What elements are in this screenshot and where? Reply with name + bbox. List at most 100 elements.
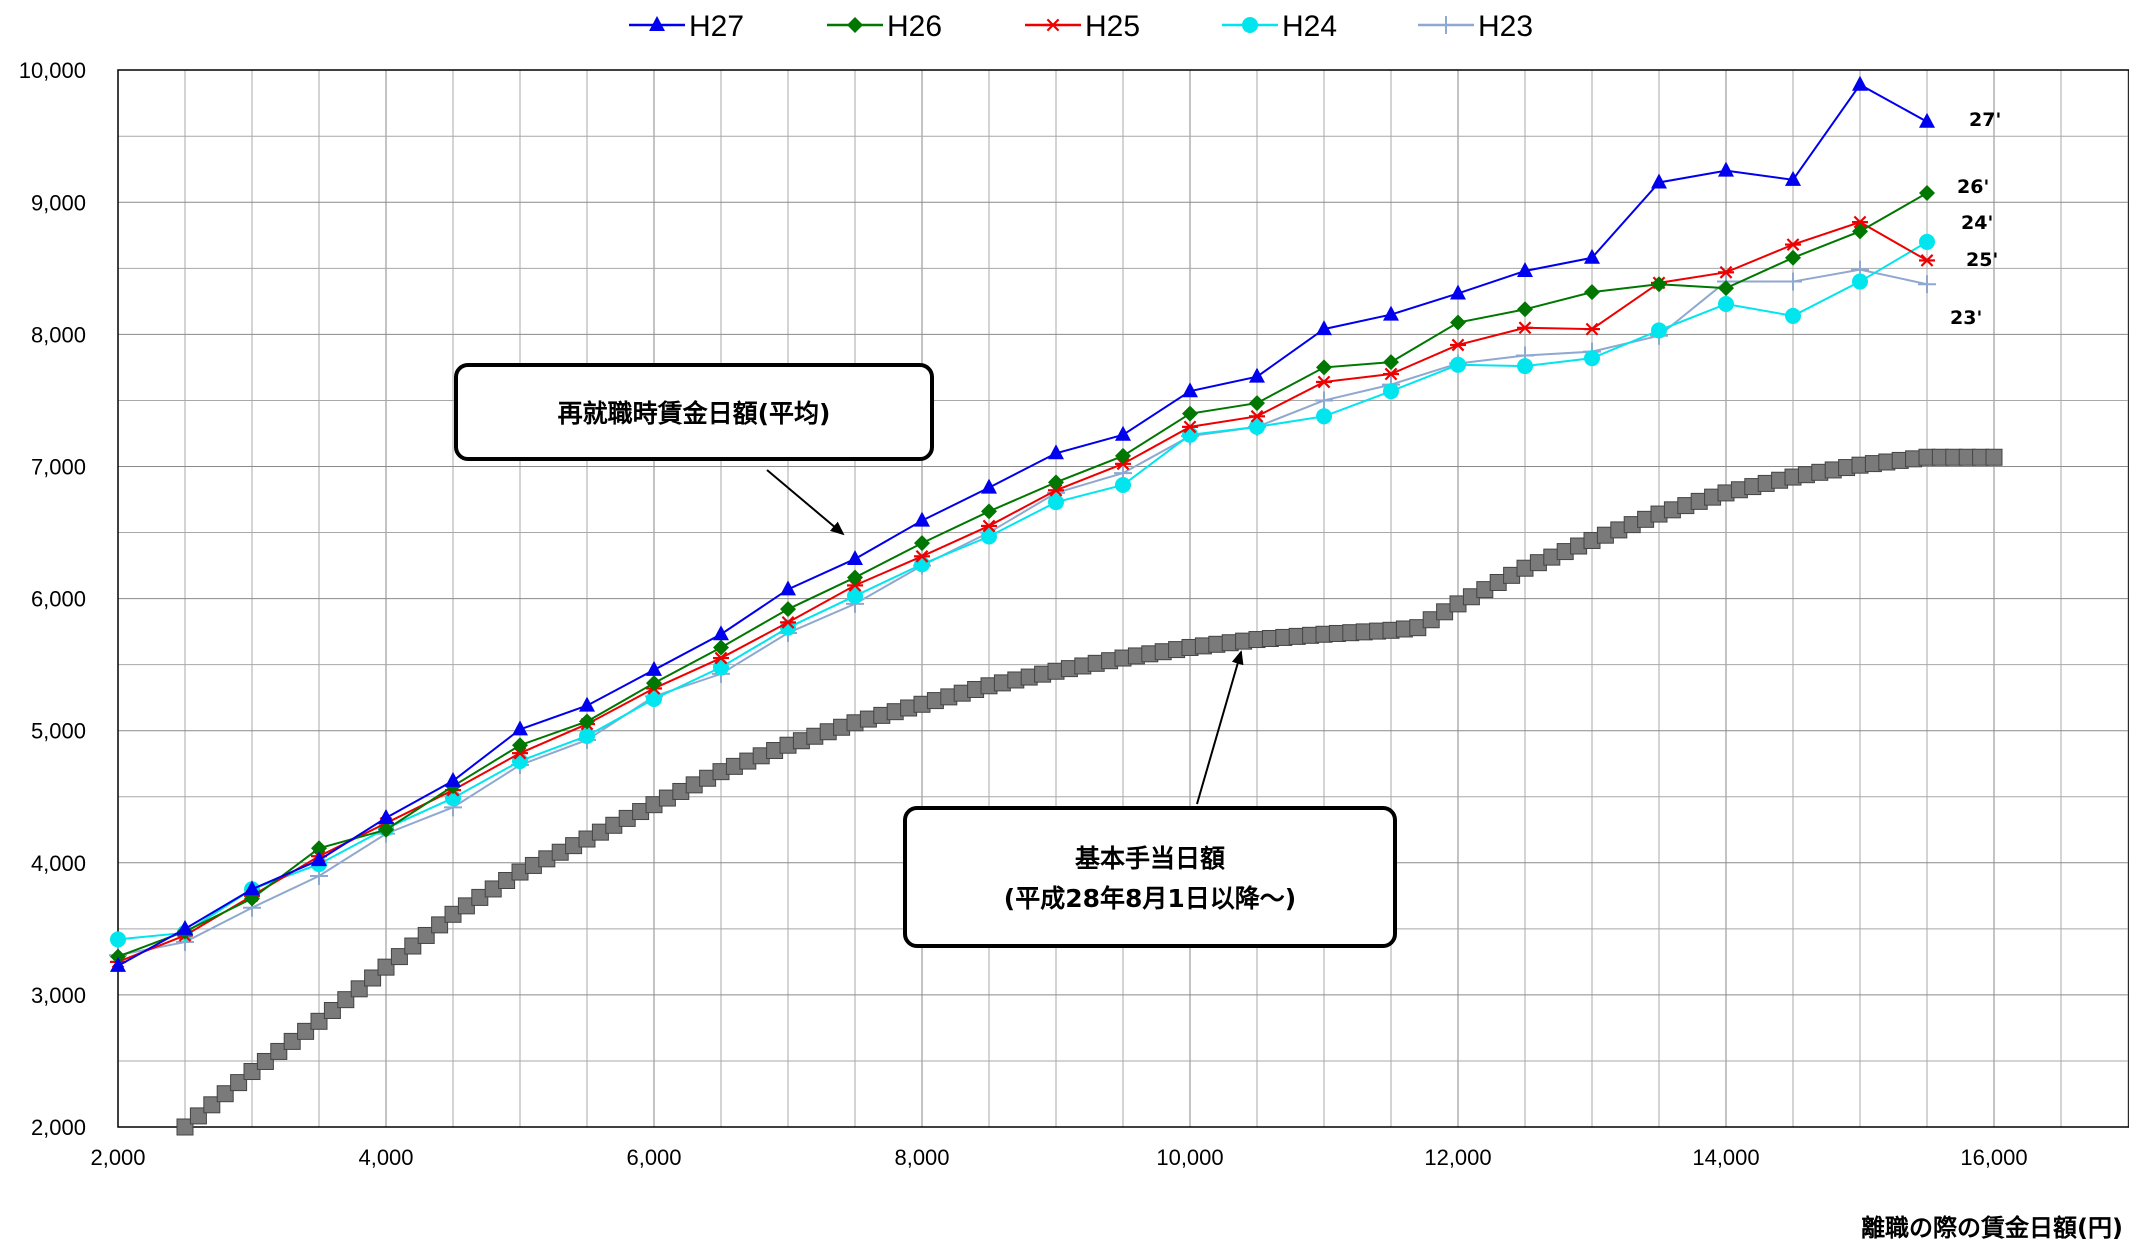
callout-arrows (766, 469, 1244, 805)
wage-callout-arrow (766, 469, 845, 536)
basic-callout-line2: (平成28年8月1日以降～) (1003, 884, 1297, 913)
basic-allowance-point (390, 948, 408, 966)
series-point-h27 (847, 549, 863, 565)
basic-allowance-point (256, 1052, 274, 1070)
basic-callout-line1: 基本手当日額 (1074, 844, 1225, 873)
legend-label-h24: H24 (1282, 10, 1337, 43)
series-point-h27 (378, 808, 394, 824)
y-tick-label: 9,000 (31, 190, 86, 215)
series-point-h27 (1785, 170, 1801, 186)
wage-callout-text: 再就職時賃金日額(平均) (557, 399, 831, 428)
legend-label-h23: H23 (1478, 10, 1533, 43)
series-point-h24 (110, 931, 126, 948)
series-point-h25 (1249, 409, 1265, 423)
series-point-h25 (1383, 367, 1399, 381)
wage-callout: 再就職時賃金日額(平均) (454, 363, 934, 461)
y-tick-label: 7,000 (31, 455, 86, 480)
series-point-h24 (1383, 383, 1399, 400)
series-point-h25 (1450, 338, 1466, 352)
grid-lines (118, 70, 2129, 1127)
y-tick-label: 6,000 (31, 587, 86, 612)
basic-allowance-point (364, 969, 382, 987)
y-tick-label: 8,000 (31, 322, 86, 347)
series-point-h27 (579, 696, 595, 712)
basic-allowance-point (216, 1085, 234, 1103)
series-point-h26 (1584, 284, 1600, 301)
series-point-h27 (1584, 248, 1600, 264)
series-point-h27 (244, 880, 260, 896)
series-point-h26 (1651, 276, 1667, 293)
legend-marker-h24 (1242, 17, 1258, 33)
basic-allowance-point (176, 1118, 194, 1136)
series-point-h24 (646, 690, 662, 707)
series-line-h27 (117, 83, 1928, 967)
basic-allowance-point (310, 1012, 328, 1030)
series-point-h25 (713, 651, 729, 665)
basic-allowance-point (189, 1107, 207, 1125)
series-point-h26 (981, 503, 997, 520)
series-point-h27 (914, 511, 930, 527)
series-point-h26 (110, 948, 126, 965)
basic-allowance-point (431, 916, 449, 934)
y-tick-label: 10,000 (19, 58, 86, 83)
series-point-h24 (579, 727, 595, 744)
basic-allowance-point (283, 1032, 301, 1050)
series-point-h23 (1918, 275, 1936, 294)
basic-callout-arrow (1196, 650, 1244, 805)
basic-allowance-point (243, 1063, 261, 1081)
series-point-h26 (311, 840, 327, 857)
series-point-h25 (914, 549, 930, 563)
basic-allowance-point (297, 1022, 315, 1040)
series-point-h26 (847, 569, 863, 586)
series-point-h26 (1517, 301, 1533, 318)
legend-label-h25: H25 (1085, 10, 1140, 43)
series-point-h26 (1852, 223, 1868, 240)
series-point-h27 (1852, 75, 1868, 91)
series-point-h27 (1316, 320, 1332, 336)
series-point-h24 (1048, 494, 1064, 511)
series-point-h26 (713, 639, 729, 656)
series-point-h26 (1718, 280, 1734, 297)
y-tick-label: 2,000 (31, 1115, 86, 1140)
series-point-h26 (1785, 249, 1801, 266)
series-point-h27 (1048, 444, 1064, 460)
series-point-h27 (1383, 305, 1399, 321)
series-point-h26 (579, 713, 595, 730)
series-point-h24 (1584, 350, 1600, 367)
series-point-h26 (1316, 359, 1332, 376)
series-point-h24 (1115, 476, 1131, 493)
series-point-h25 (1584, 322, 1600, 336)
basic-allowance-point (270, 1042, 288, 1060)
series-point-h25 (1517, 321, 1533, 335)
series-point-h24 (1785, 307, 1801, 324)
series-point-h26 (1450, 314, 1466, 331)
series-point-h27 (177, 919, 193, 935)
series-point-h26 (1383, 354, 1399, 371)
series-point-h27 (1919, 112, 1935, 128)
series-point-h25 (1182, 420, 1198, 434)
plot-area-frame (117, 69, 2129, 1128)
series-point-h26 (1048, 474, 1064, 491)
series-point-h24 (1517, 358, 1533, 375)
series-line-h26 (117, 192, 1928, 958)
x-axis-label: 離職の際の賃金日額(円) (1861, 1214, 2123, 1242)
legend-label-h26: H26 (887, 10, 942, 43)
basic-allowance-point (404, 937, 422, 955)
series-point-h26 (646, 675, 662, 692)
basic-allowance-series (176, 448, 2003, 1136)
series-point-h27 (1115, 425, 1131, 441)
series-point-h26 (1182, 405, 1198, 422)
series-point-h26 (378, 821, 394, 838)
x-tick-label: 16,000 (1960, 1145, 2027, 1170)
series-point-h24 (1249, 418, 1265, 435)
legend-marker-h27 (649, 16, 665, 31)
end-label-h24: 24' (1961, 212, 1993, 234)
series-point-h26 (512, 737, 528, 754)
series-point-h27 (1651, 173, 1667, 189)
series-point-h23 (1784, 272, 1802, 291)
x-tick-label: 2,000 (90, 1145, 145, 1170)
series-point-h25 (1718, 265, 1734, 279)
x-tick-label: 8,000 (894, 1145, 949, 1170)
series-point-h27 (646, 660, 662, 676)
